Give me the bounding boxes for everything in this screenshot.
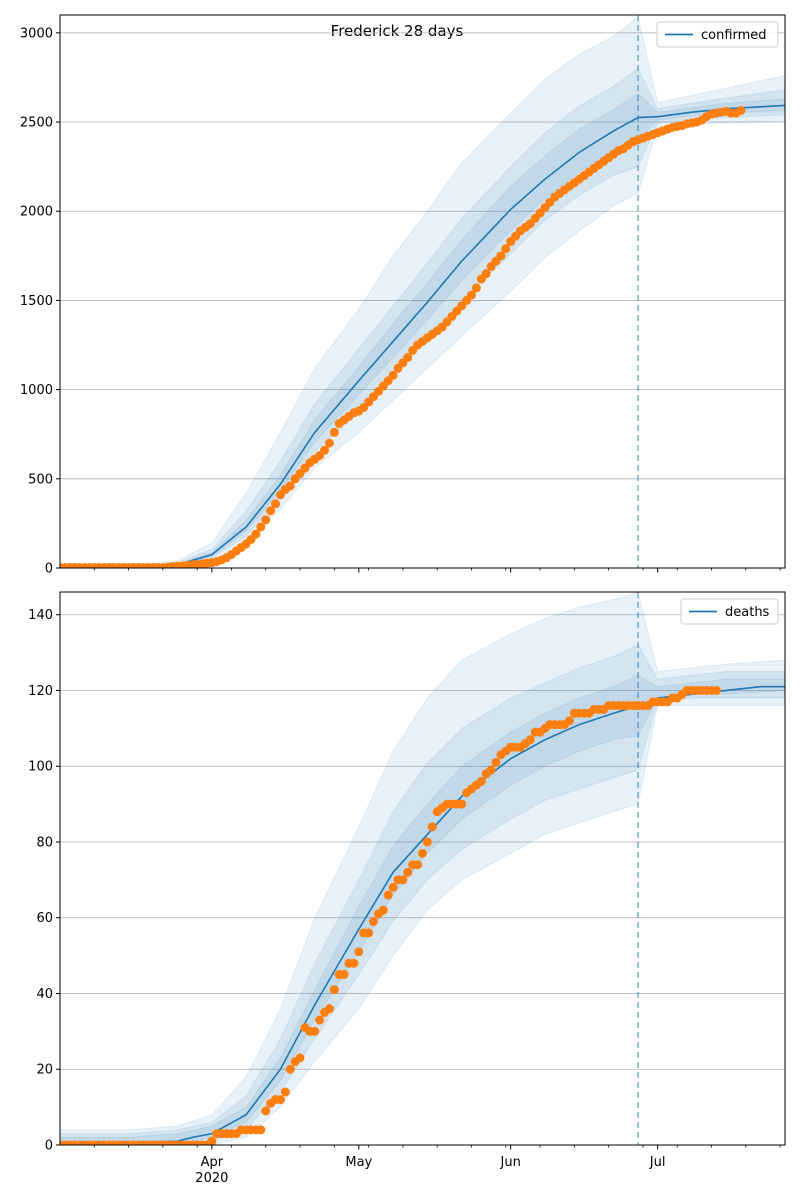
observed-point — [369, 917, 379, 927]
observed-point — [711, 685, 721, 695]
axes-frame — [59, 591, 786, 1146]
observed-point — [295, 1053, 305, 1063]
x-tick-label: Apr — [201, 1155, 224, 1170]
observed-point — [388, 370, 398, 380]
observed-point — [564, 716, 574, 726]
x-tick-label: May — [345, 1155, 372, 1170]
observed-point — [310, 1026, 320, 1036]
observed-point — [349, 958, 359, 968]
legend-box — [680, 598, 779, 625]
y-tick-label: 2500 — [20, 116, 53, 131]
legend: deaths — [680, 598, 779, 625]
observed-point — [422, 837, 432, 847]
x-tick-label: Jul — [649, 1155, 666, 1170]
observed-point — [383, 890, 393, 900]
figure-title: Frederick 28 days — [331, 22, 464, 40]
observed-point — [320, 445, 330, 455]
observed-point — [427, 822, 437, 832]
model-line — [60, 104, 785, 568]
observed-point — [491, 757, 501, 767]
y-tick-label: 500 — [28, 472, 53, 487]
observed-point — [324, 438, 334, 448]
observed-point — [471, 283, 481, 293]
x-tick-sublabel: 2020 — [195, 1171, 228, 1186]
observed-point — [266, 506, 276, 516]
legend-label: confirmed — [701, 28, 767, 43]
legend-label: deaths — [725, 605, 770, 620]
observed-point — [329, 985, 339, 995]
observed-point — [329, 427, 339, 437]
confidence-band — [60, 16, 785, 568]
observed-point — [736, 105, 746, 115]
confidence-band — [60, 92, 785, 568]
observed-point — [354, 947, 364, 957]
observed-point — [486, 765, 496, 775]
observed-point — [339, 970, 349, 980]
confidence-band — [60, 592, 785, 1145]
observed-point — [251, 529, 261, 539]
observed-point — [261, 1106, 271, 1116]
legend-box — [656, 21, 779, 48]
observed-point — [398, 875, 408, 885]
observed-point — [271, 499, 281, 509]
observed-point — [481, 269, 491, 279]
observed-point — [403, 353, 413, 362]
observed-point — [315, 1015, 325, 1025]
observed-point — [496, 251, 506, 261]
observed-point — [285, 1064, 295, 1074]
plot-area — [60, 15, 785, 568]
y-tick-label: 140 — [28, 608, 53, 623]
observed-point — [285, 481, 295, 491]
observed-point — [403, 867, 413, 877]
plot-area — [60, 592, 785, 1145]
y-tick-label: 20 — [36, 1063, 53, 1078]
legend: confirmed — [656, 21, 779, 48]
y-tick-label: 2000 — [20, 205, 53, 220]
y-tick-label: 100 — [28, 760, 53, 775]
y-tick-label: 1000 — [20, 383, 53, 398]
y-tick-label: 60 — [36, 911, 53, 926]
observed-point — [501, 244, 511, 254]
observed-point — [476, 776, 486, 786]
observed-point — [207, 1136, 217, 1145]
observed-point — [525, 735, 535, 745]
observed-point — [378, 905, 388, 915]
y-tick-label: 3000 — [20, 26, 53, 41]
confidence-band — [60, 674, 785, 1145]
observed-point — [418, 848, 427, 858]
axes-frame — [59, 14, 786, 569]
observed-point — [413, 860, 423, 870]
observed-point — [261, 515, 271, 525]
observed-point — [256, 522, 266, 532]
y-tick-label: 120 — [28, 684, 53, 699]
y-tick-label: 0 — [45, 1139, 53, 1154]
observed-point — [388, 882, 398, 892]
observed-point — [256, 1125, 266, 1135]
x-tick-label: Jun — [500, 1155, 521, 1170]
confirmed-panel: 0 500 1000 1500 2000 2500 3000 confirmed — [20, 14, 786, 577]
observed-point — [364, 928, 374, 938]
y-tick-label: 0 — [45, 562, 53, 577]
observed-point — [280, 1087, 290, 1097]
observed-point — [466, 290, 476, 300]
y-tick-label: 1500 — [20, 294, 53, 309]
y-tick-label: 40 — [36, 987, 53, 1002]
observed-point — [324, 1004, 334, 1014]
y-tick-label: 80 — [36, 835, 53, 850]
observed-point — [275, 1095, 285, 1105]
observed-point — [457, 799, 467, 809]
